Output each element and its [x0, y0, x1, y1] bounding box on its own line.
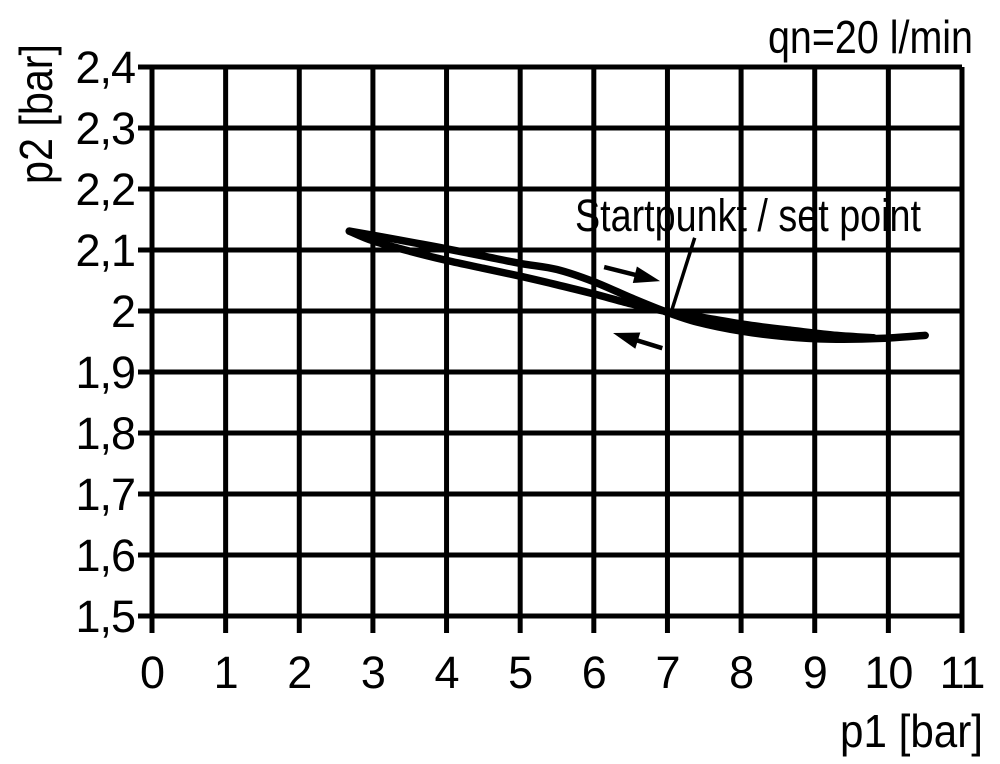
x-tick-label: 10: [864, 647, 912, 698]
x-tick-label: 3: [361, 647, 385, 698]
set-point-leader-line: [669, 237, 697, 313]
x-tick-label: 4: [435, 647, 459, 698]
x-axis-title: p1 [bar]: [840, 705, 983, 757]
direction-arrow-left-head: [613, 332, 641, 349]
x-tick-label: 5: [508, 647, 532, 698]
y-tick-label: 2,4: [75, 42, 135, 93]
y-tick-label: 1,6: [75, 530, 135, 581]
x-tick-label: 0: [140, 647, 164, 698]
x-tick-label: 8: [729, 647, 753, 698]
hysteresis-curves: [345, 227, 929, 343]
direction-arrows: [603, 264, 663, 351]
x-tick-label: 9: [803, 647, 827, 698]
flow-rate-label: qn=20 l/min: [768, 11, 973, 63]
y-tick-label: 2,1: [75, 225, 135, 276]
y-tick-label: 2,3: [75, 103, 135, 154]
direction-arrow-right-shaft: [603, 264, 642, 279]
curve-hysteresis-upper-branch: [345, 227, 929, 343]
x-tick-label: 2: [287, 647, 311, 698]
x-tick-label: 7: [655, 647, 679, 698]
y-axis-title: p2 [bar]: [10, 44, 62, 184]
curve-hysteresis-lower-branch: [345, 227, 878, 342]
y-tick-label: 1,8: [75, 408, 135, 459]
y-tick-label: 2,2: [75, 164, 135, 215]
y-tick-label: 2: [111, 286, 135, 337]
direction-arrow-right-head: [632, 266, 661, 283]
y-tick-label: 1,7: [75, 469, 135, 520]
x-tick-labels: 0 1 2 3 4 5 6 7 8 9 10 11: [140, 647, 985, 698]
x-tick-label: 6: [582, 647, 606, 698]
axis-ticks: [138, 64, 965, 633]
y-tick-label: 1,9: [75, 347, 135, 398]
x-tick-label: 1: [214, 647, 238, 698]
grid: [149, 64, 965, 619]
y-tick-label: 1,5: [75, 591, 135, 642]
x-tick-label: 11: [940, 647, 985, 698]
set-point-annotation-label: Startpunkt / set point: [575, 190, 921, 241]
y-tick-labels: 2,4 2,3 2,2 2,1 2 1,9 1,8 1,7 1,6 1,5: [75, 42, 136, 642]
